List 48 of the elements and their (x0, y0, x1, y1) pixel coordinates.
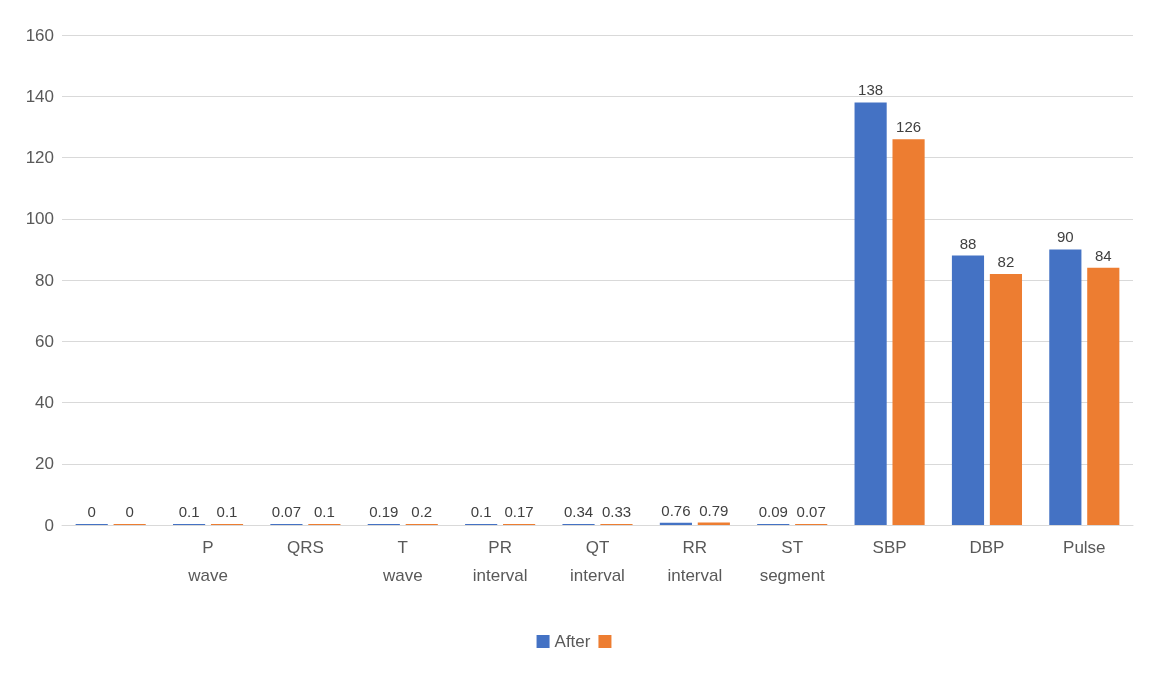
data-label: 0 (125, 503, 134, 520)
data-label: 0.1 (216, 503, 238, 520)
data-label: 0.2 (411, 503, 433, 520)
data-label: 0.07 (271, 503, 302, 520)
y-tick-label: 0 (44, 515, 54, 535)
bar (854, 102, 887, 525)
y-tick-label: 100 (25, 209, 54, 229)
y-tick-label: 160 (25, 25, 54, 45)
x-tick-label: QRS (286, 537, 324, 557)
x-tick-label: RR interval (667, 537, 723, 585)
data-label: 0.19 (369, 503, 399, 520)
data-label: 0.1 (178, 503, 200, 520)
bar (892, 139, 925, 525)
data-label: 138 (858, 81, 884, 99)
x-tick-label: SBP (872, 537, 907, 557)
y-tick-label: 120 (25, 148, 54, 167)
x-tick-label: QT interval (570, 537, 625, 585)
y-tick-label: 40 (35, 393, 54, 412)
data-label: 84 (1094, 246, 1112, 264)
data-label: 88 (959, 234, 977, 252)
data-label: 0.09 (758, 503, 788, 520)
y-tick-label: 20 (35, 454, 54, 474)
data-label: 0.33 (601, 502, 632, 520)
x-tick-label: Pulse (1063, 537, 1106, 557)
data-label: 0.07 (796, 503, 826, 520)
bar (1087, 267, 1120, 525)
legend-label: After (554, 632, 591, 651)
data-label: 0.17 (504, 503, 534, 520)
x-tick-label: ST segment (759, 537, 826, 585)
x-tick-label: P wave (187, 537, 228, 585)
data-label: 0.79 (699, 501, 729, 519)
y-tick-label: 80 (35, 270, 54, 290)
data-label: 126 (896, 118, 922, 136)
data-label: 90 (1057, 228, 1074, 246)
x-tick-label: T wave (381, 537, 423, 585)
bar (951, 255, 985, 525)
data-label: 0.1 (313, 503, 335, 520)
data-label: 0 (87, 503, 96, 520)
bar (1049, 249, 1082, 525)
data-label: 0.1 (470, 503, 492, 520)
x-tick-label: PR interval (472, 537, 528, 585)
y-tick-label: 140 (25, 86, 54, 106)
data-label: 82 (997, 252, 1015, 270)
data-label: 0.76 (661, 501, 691, 519)
bar (989, 273, 1023, 525)
data-label: 0.34 (563, 502, 594, 520)
y-tick-label: 60 (35, 331, 54, 351)
x-tick-label: DBP (969, 537, 1005, 557)
